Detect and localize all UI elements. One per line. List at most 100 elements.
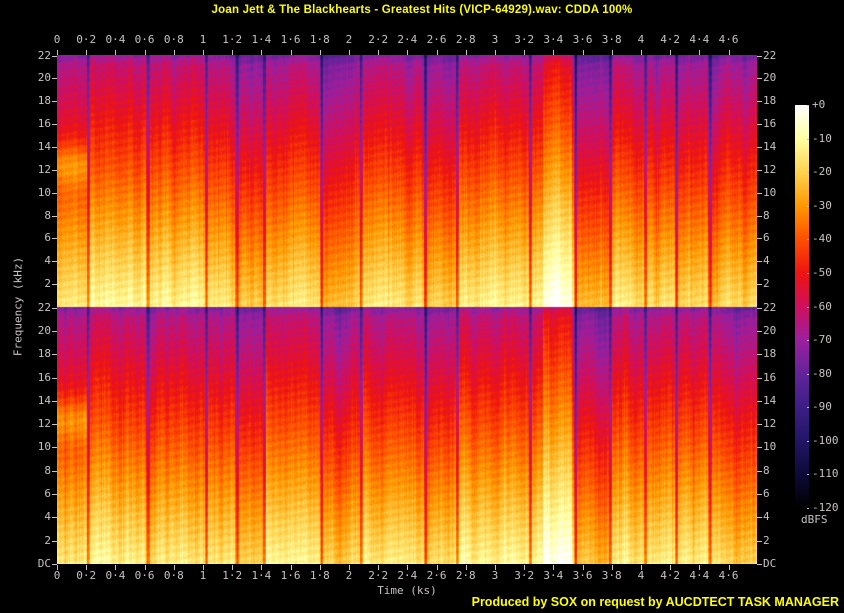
x-tick-label: 1·4 [251, 569, 272, 582]
y-tick-label: 6 [44, 231, 51, 245]
x-tick-label: 2·6 [426, 33, 447, 46]
x-tick-mark [437, 565, 438, 570]
legend-tick-label: -30 [812, 198, 832, 212]
x-tick-label: 3·6 [572, 569, 593, 582]
y-axis-title: Frequency (kHz) [11, 256, 25, 357]
y-tick-label: 20 [37, 323, 51, 337]
y-tick-mark [757, 261, 762, 262]
y-tick-mark [757, 56, 762, 57]
x-tick-mark [466, 565, 467, 570]
y-tick-mark [52, 331, 57, 332]
y-tick-mark [757, 308, 762, 309]
y-tick-mark [52, 424, 57, 425]
y-tick-label: 12 [763, 417, 777, 431]
y-tick-label: 8 [763, 208, 770, 222]
y-tick-mark [757, 101, 762, 102]
y-tick-label: 2 [44, 533, 51, 547]
y-tick-label: 10 [763, 440, 777, 454]
x-tick-label: 4·6 [718, 33, 739, 46]
x-tick-label: 0·4 [105, 33, 126, 46]
x-tick-label: 3·4 [543, 33, 564, 46]
y-tick-label: 18 [37, 347, 51, 361]
x-tick-mark [232, 50, 233, 55]
x-tick-mark [670, 565, 671, 570]
x-tick-label: 1·8 [309, 569, 330, 582]
x-tick-label: 0·8 [163, 33, 184, 46]
x-tick-label: 3·6 [572, 33, 593, 46]
legend-tick-label: -60 [812, 299, 832, 313]
x-tick-mark [320, 50, 321, 55]
chart-title: Joan Jett & The Blackhearts - Greatest H… [211, 4, 633, 16]
x-tick-label: 2·8 [455, 33, 476, 46]
y-tick-mark [757, 541, 762, 542]
y-tick-mark [52, 401, 57, 402]
x-tick-label: 1·4 [251, 33, 272, 46]
x-tick-mark [699, 565, 700, 570]
x-tick-label: 1·2 [222, 33, 243, 46]
x-tick-label: 0·2 [76, 569, 97, 582]
y-tick-mark [52, 193, 57, 194]
x-tick-label: 4·6 [718, 569, 739, 582]
y-tick-label: 12 [37, 162, 51, 176]
y-tick-label: 4 [44, 254, 51, 268]
legend-tick-mark [807, 307, 809, 308]
legend-gradient-bar [795, 105, 809, 508]
y-tick-label: 14 [37, 393, 51, 407]
y-tick-mark [757, 354, 762, 355]
x-tick-label: 4·2 [660, 33, 681, 46]
y-tick-mark [757, 378, 762, 379]
x-tick-label: 3·8 [601, 33, 622, 46]
x-tick-mark [670, 50, 671, 55]
x-tick-label: 4·4 [689, 33, 710, 46]
y-tick-label: 20 [763, 71, 777, 85]
y-tick-mark [52, 284, 57, 285]
legend-tick-label: -80 [812, 366, 832, 380]
x-tick-mark [115, 50, 116, 55]
x-tick-label: 0·8 [163, 569, 184, 582]
y-tick-label: 4 [44, 510, 51, 524]
y-tick-label: 10 [763, 185, 777, 199]
legend-tick-label: -100 [812, 433, 839, 447]
x-tick-mark [174, 50, 175, 55]
y-tick-label: 18 [763, 347, 777, 361]
y-tick-mark [52, 308, 57, 309]
x-tick-mark [57, 50, 58, 55]
x-tick-label: 0·6 [134, 33, 155, 46]
legend-tick-mark [807, 139, 809, 140]
x-tick-mark [553, 565, 554, 570]
y-tick-mark [757, 170, 762, 171]
y-tick-label: 6 [763, 487, 770, 501]
x-tick-label: 1 [199, 33, 207, 46]
spectrogram-canvas [57, 55, 757, 564]
y-tick-mark [757, 238, 762, 239]
x-tick-mark [437, 50, 438, 55]
x-tick-mark [378, 50, 379, 55]
y-tick-label: 8 [763, 463, 770, 477]
legend-tick-mark [807, 206, 809, 207]
x-tick-label: 2·8 [455, 569, 476, 582]
y-tick-mark [52, 564, 57, 565]
x-tick-mark [378, 565, 379, 570]
x-tick-label: 0·4 [105, 569, 126, 582]
x-tick-label: 3 [491, 569, 499, 582]
y-tick-mark [52, 78, 57, 79]
x-tick-label: 2 [345, 33, 353, 46]
x-tick-mark [407, 565, 408, 570]
x-tick-mark [553, 50, 554, 55]
y-tick-label: 14 [763, 140, 777, 153]
legend-unit-label: dBFS [801, 513, 828, 526]
legend-tick-label: -70 [812, 333, 832, 347]
x-tick-label: 1·2 [222, 569, 243, 582]
x-tick-mark [115, 565, 116, 570]
x-tick-mark [641, 565, 642, 570]
y-tick-label: 16 [37, 117, 51, 131]
x-tick-label: 0·2 [76, 33, 97, 46]
y-tick-label: 14 [763, 393, 777, 407]
y-tick-label: 10 [37, 185, 51, 199]
y-tick-label: DC [763, 557, 777, 570]
x-tick-mark [729, 50, 730, 55]
legend-tick-mark [807, 273, 809, 274]
x-tick-label: 1·8 [309, 33, 330, 46]
legend-tick-label: +0 [812, 98, 826, 111]
